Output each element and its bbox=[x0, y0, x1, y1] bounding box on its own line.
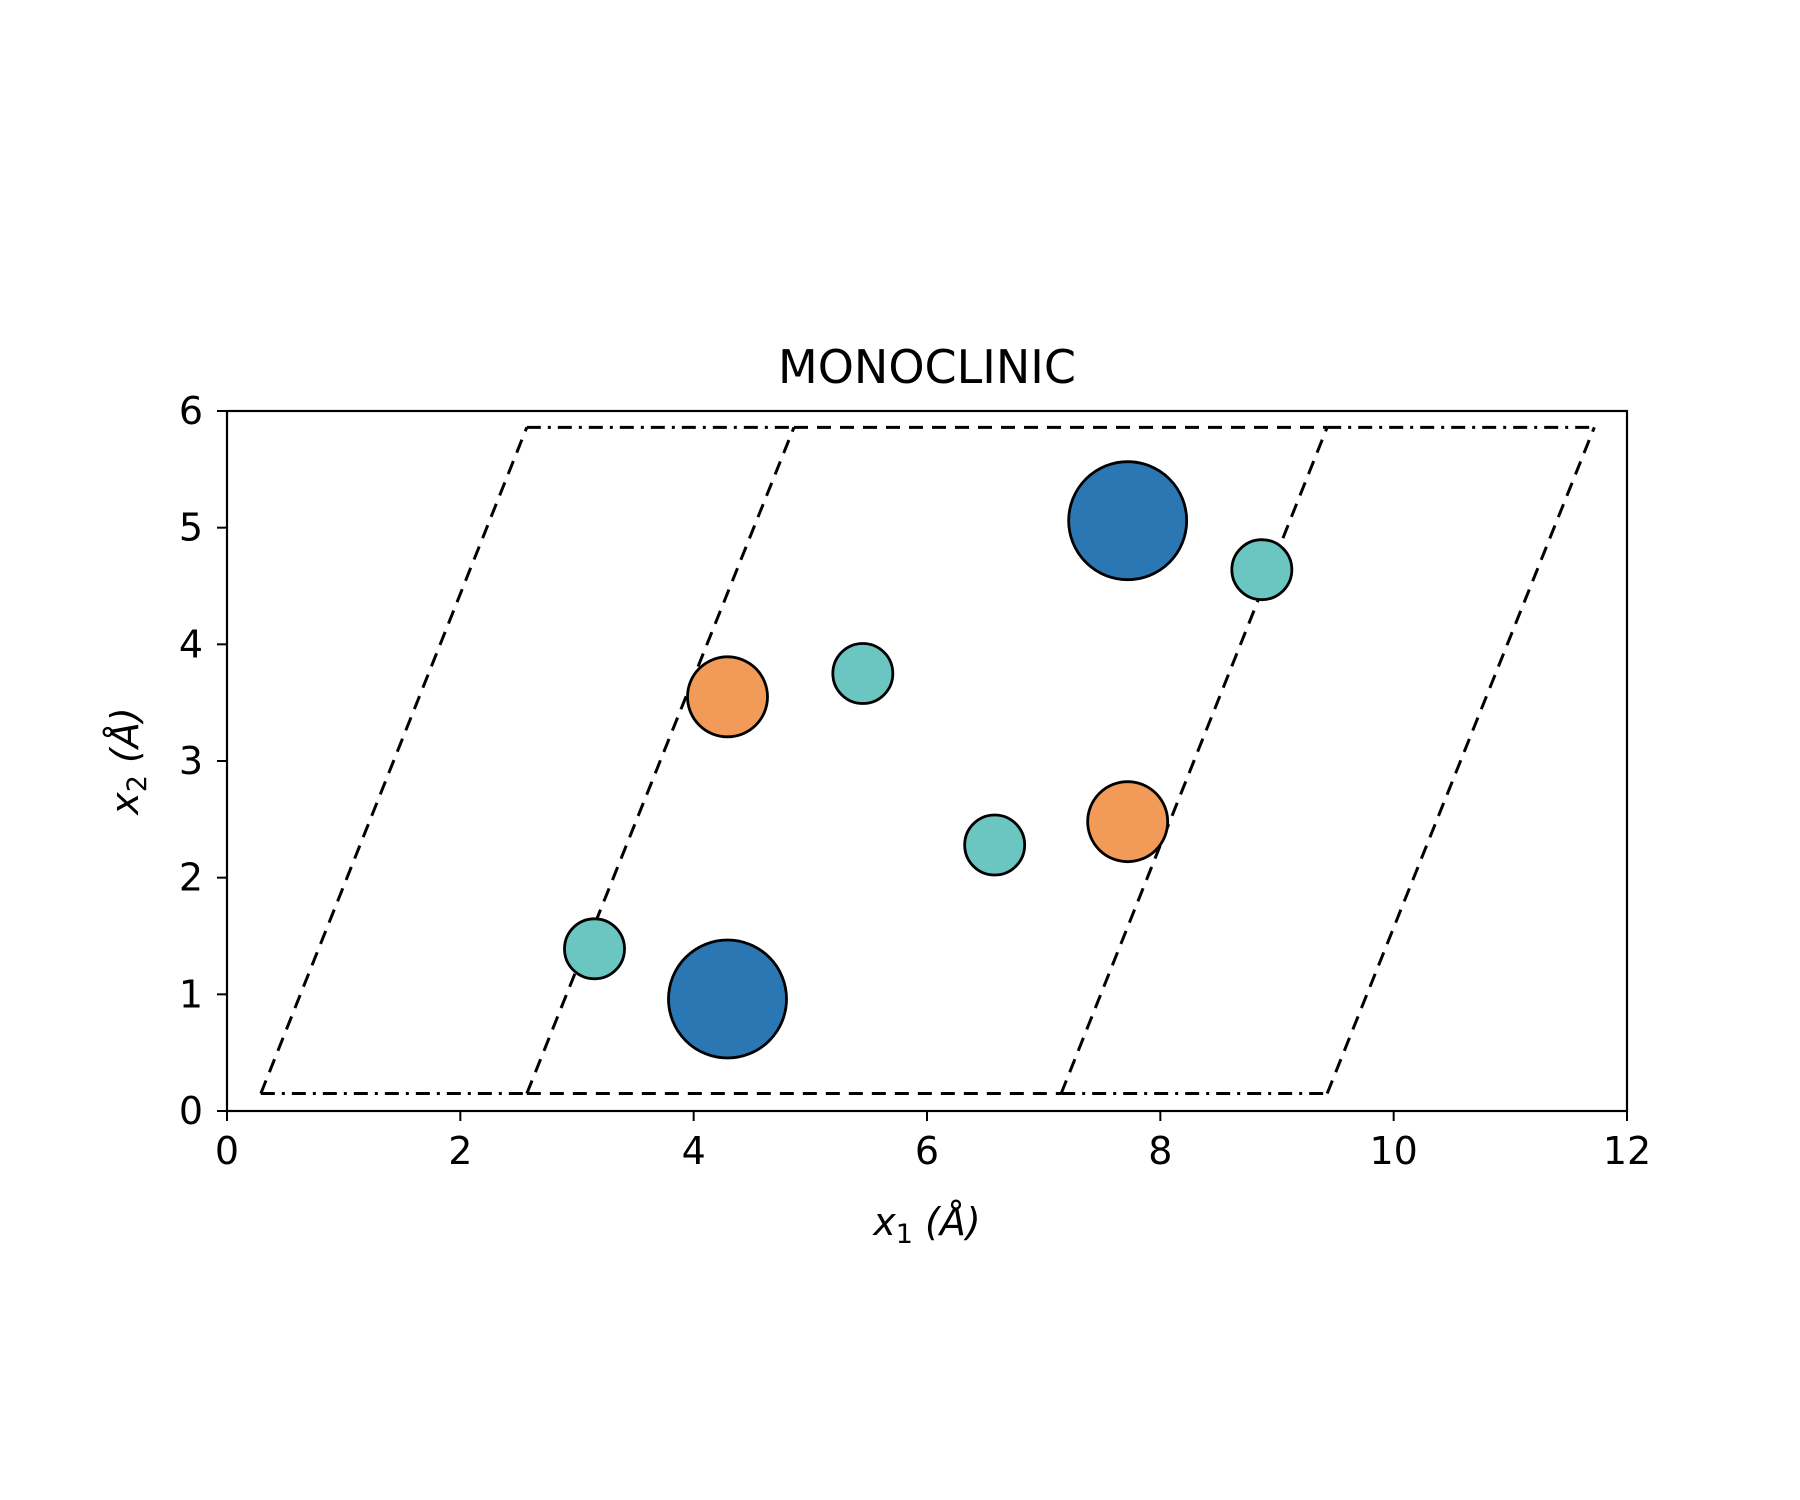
y-tick-label: 4 bbox=[179, 622, 203, 666]
y-axis-label-unit: (Å) bbox=[103, 707, 147, 775]
y-axis-label: x2 (Å) bbox=[103, 707, 153, 815]
x-tick-label: 6 bbox=[915, 1129, 939, 1173]
x-axis-label-unit: (Å) bbox=[913, 1200, 981, 1244]
atom-point-small bbox=[963, 813, 1027, 877]
atom-point-small bbox=[1230, 538, 1294, 602]
y-tick-label: 3 bbox=[179, 739, 203, 783]
data-points bbox=[563, 460, 1294, 1060]
y-axis-label-subscript: 2 bbox=[122, 775, 153, 792]
x-axis-label: x1 (Å) bbox=[872, 1200, 980, 1250]
atom-point-small bbox=[563, 917, 626, 981]
y-axis-label-symbol: x bbox=[103, 792, 147, 816]
y-tick-label: 5 bbox=[179, 506, 203, 550]
cell-lines bbox=[259, 425, 1596, 1095]
x-tick-label: 0 bbox=[215, 1129, 239, 1173]
x-tick-label: 10 bbox=[1369, 1129, 1417, 1173]
x-axis: 0 2 4 6 8 10 12 bbox=[215, 1111, 1651, 1173]
y-tick-label: 6 bbox=[179, 389, 203, 433]
y-tick-label: 1 bbox=[179, 972, 203, 1016]
plot-area bbox=[259, 425, 1596, 1095]
x-tick-label: 2 bbox=[448, 1129, 472, 1173]
x-tick-label: 12 bbox=[1603, 1129, 1651, 1173]
cell-edge-line bbox=[259, 426, 529, 1095]
x-tick-label: 4 bbox=[682, 1129, 706, 1173]
y-tick-label: 0 bbox=[179, 1089, 203, 1133]
atom-point-medium bbox=[1086, 780, 1170, 864]
x-axis-label-symbol: x bbox=[872, 1200, 896, 1244]
atom-point-small bbox=[831, 642, 895, 705]
atom-point-medium bbox=[686, 655, 769, 739]
cell-edge-line bbox=[525, 426, 796, 1095]
y-tick-label: 2 bbox=[179, 856, 203, 900]
atom-point-large bbox=[1067, 460, 1189, 582]
cell-edge-line bbox=[1325, 426, 1596, 1095]
x-tick-label: 8 bbox=[1148, 1129, 1172, 1173]
chart-title: MONOCLINIC bbox=[778, 340, 1076, 394]
x-axis-label-subscript: 1 bbox=[896, 1219, 913, 1250]
cell-edge-line bbox=[1059, 426, 1329, 1095]
atom-point-large bbox=[667, 938, 788, 1060]
y-axis: 0 1 2 3 4 5 6 bbox=[179, 389, 227, 1133]
